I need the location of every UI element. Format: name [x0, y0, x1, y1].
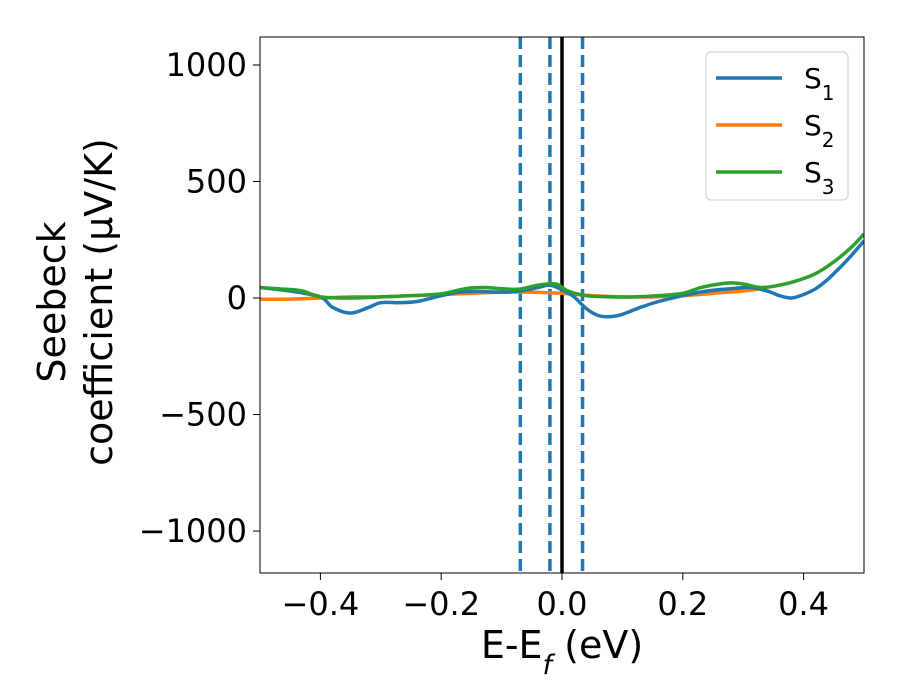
y-tick-label: −500 [159, 396, 247, 434]
x-tick-label: 0.4 [778, 585, 829, 623]
reference-lines [518, 37, 585, 573]
y-tick-label: 500 [186, 162, 247, 200]
x-tick-label: −0.4 [282, 585, 360, 623]
y-axis-title: Seebeck coefficient (μV/K) [30, 138, 121, 466]
y-tick-label: 0 [227, 279, 247, 317]
x-axis-title: E-Ef (eV) [481, 623, 643, 681]
y-axis-ticks: −1000 −500 0 500 1000 [139, 46, 260, 550]
legend-label-s3: S3 [804, 156, 835, 199]
series-lines [260, 232, 864, 319]
legend-label-s2: S2 [804, 109, 835, 152]
series-line-s1 [260, 239, 864, 319]
y-tick-label: −1000 [139, 512, 247, 550]
y-tick-label: 1000 [166, 46, 247, 84]
x-tick-label: 0.0 [537, 585, 588, 623]
series-line-s3 [260, 232, 864, 300]
y-axis-title-line1: Seebeck [30, 221, 74, 382]
x-axis-ticks: −0.4 −0.2 0.0 0.2 0.4 [282, 573, 829, 623]
legend-label-s1: S1 [804, 62, 835, 105]
x-tick-label: −0.2 [402, 585, 480, 623]
y-axis-title-line2: coefficient (μV/K) [77, 138, 121, 466]
x-tick-label: 0.2 [657, 585, 708, 623]
